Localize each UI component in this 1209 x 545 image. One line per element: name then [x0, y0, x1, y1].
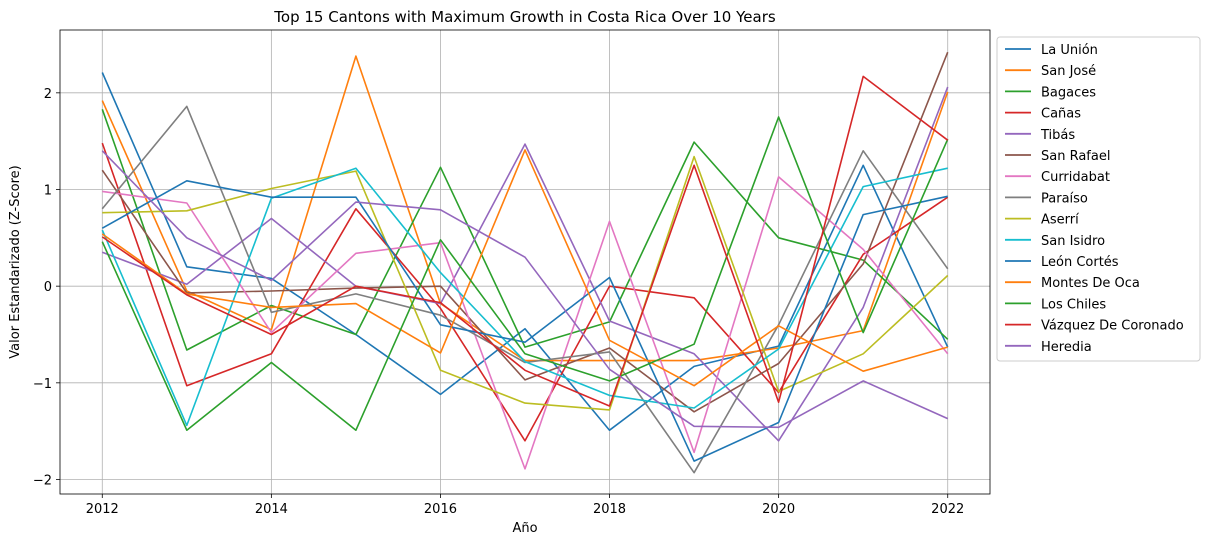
legend-label: Bagaces — [1041, 85, 1096, 100]
legend-label: Heredia — [1041, 340, 1092, 355]
y-tick-label: −1 — [33, 377, 52, 392]
x-tick-label: 2018 — [593, 502, 626, 517]
legend-label: La Unión — [1041, 43, 1098, 58]
series-line — [101, 109, 949, 351]
axis-ticks: 2012 2014 2016 2018 2020 2022 −2 −1 0 1 2 — [33, 87, 964, 517]
legend-label: Tibás — [1040, 128, 1075, 143]
legend-label: San Rafael — [1041, 149, 1110, 164]
plot-frame — [59, 29, 991, 495]
series-line — [102, 176, 949, 470]
series-line — [101, 51, 949, 413]
y-tick-label: 0 — [44, 280, 52, 295]
x-tick-label: 2016 — [424, 502, 457, 517]
legend-label: Curridabat — [1041, 170, 1110, 185]
x-axis-title: Año — [512, 521, 537, 536]
y-tick-label: 2 — [44, 87, 52, 102]
x-tick-label: 2020 — [762, 502, 795, 517]
x-tick-label: 2012 — [86, 502, 119, 517]
legend-label: Vázquez De Coronado — [1041, 319, 1184, 334]
series-line — [101, 75, 949, 407]
legend-label: Montes De Oca — [1041, 276, 1140, 291]
series-line — [101, 150, 949, 429]
series-line — [102, 86, 949, 442]
y-tick-label: 1 — [44, 184, 52, 199]
series-line — [101, 142, 949, 442]
grid-lines — [60, 30, 990, 494]
legend-label: León Cortés — [1041, 255, 1119, 270]
legend-frame — [996, 36, 1201, 362]
legend-label: Cañas — [1041, 107, 1081, 122]
series-line — [102, 155, 949, 411]
legend-label: Los Chiles — [1041, 297, 1106, 312]
series-line — [101, 149, 948, 387]
x-tick-label: 2014 — [255, 502, 288, 517]
legend: La Unión San José Bagaces Cañas Tibás San Raf… — [996, 36, 1201, 362]
legend-label: Paraíso — [1041, 191, 1088, 206]
series-line — [101, 180, 948, 462]
y-tick-label: −2 — [33, 474, 52, 489]
legend-label: San José — [1041, 64, 1096, 79]
series-line — [101, 116, 949, 432]
series-line — [101, 105, 949, 474]
series-lines — [101, 51, 949, 474]
x-tick-label: 2022 — [931, 502, 964, 517]
legend-label: San Isidro — [1041, 234, 1105, 249]
chart-title: Top 15 Cantons with Maximum Growth in Co… — [273, 8, 776, 26]
y-axis-title: Valor Estandarizado (Z-Score) — [8, 165, 23, 358]
legend-label: Aserrí — [1041, 213, 1079, 228]
